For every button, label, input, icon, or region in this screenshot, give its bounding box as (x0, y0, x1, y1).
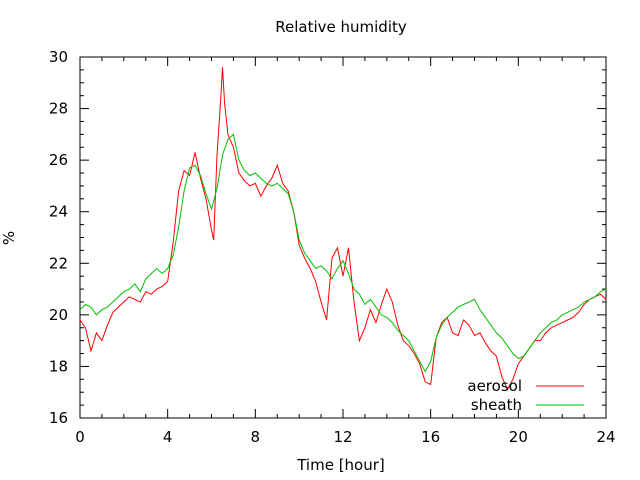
x-tick-label: 12 (333, 428, 352, 446)
series-line-sheath (79, 133, 607, 373)
plot-area-border (79, 56, 607, 419)
y-tick-label: 24 (49, 203, 68, 221)
axis-ticks: 16 18 20 22 24 26 28 30 0 4 8 12 16 20 24 (49, 48, 616, 446)
y-tick-label: 28 (49, 100, 68, 118)
legend-label-aerosol: aerosol (467, 377, 522, 395)
x-tick-label: 16 (421, 428, 440, 446)
series-line-aerosol (79, 67, 607, 391)
legend-label-sheath: sheath (471, 396, 522, 414)
y-axis-label: % (0, 231, 18, 245)
y-tick-label: 30 (49, 48, 68, 66)
y-tick-label: 26 (49, 151, 68, 169)
chart-title: Relative humidity (275, 18, 407, 36)
y-tick-label: 18 (49, 357, 68, 375)
x-tick-label: 20 (509, 428, 528, 446)
y-tick-label: 16 (49, 409, 68, 427)
y-tick-label: 20 (49, 306, 68, 324)
x-tick-label: 4 (163, 428, 173, 446)
y-tick-label: 22 (49, 254, 68, 272)
x-tick-label: 8 (251, 428, 261, 446)
series-lines (79, 67, 607, 391)
x-tick-label: 0 (75, 428, 85, 446)
x-axis-label: Time [hour] (296, 456, 385, 474)
x-tick-label: 24 (596, 428, 615, 446)
